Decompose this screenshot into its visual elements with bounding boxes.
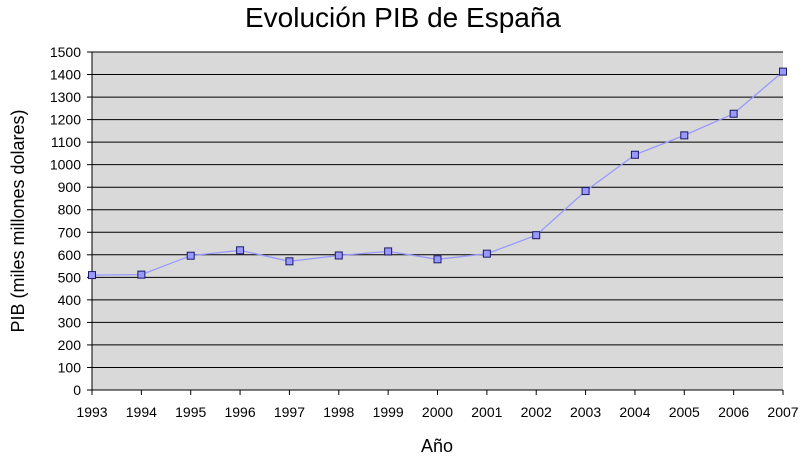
- y-tick-label: 1100: [51, 134, 81, 150]
- data-point-marker: [433, 255, 442, 264]
- x-tick-label: 2004: [619, 404, 650, 420]
- y-tick-label: 900: [58, 179, 82, 195]
- y-tick-label: 0: [73, 382, 81, 398]
- data-point-marker: [482, 249, 491, 258]
- x-tick-label: 1998: [323, 404, 354, 420]
- data-point-marker: [532, 231, 541, 240]
- x-tick-label: 1993: [76, 404, 107, 420]
- data-point-marker: [334, 251, 343, 260]
- x-tick-labels: 1993 1994 1995 1996 1997 1998 1999 2000 2001 2002…: [76, 404, 798, 420]
- x-tick-label: 1997: [274, 404, 305, 420]
- data-point-marker: [630, 150, 639, 159]
- chart-title: Evolución PIB de España: [245, 2, 561, 33]
- y-tick-label: 1500: [50, 44, 81, 60]
- data-point-marker: [236, 246, 245, 255]
- plot-area: [92, 52, 783, 390]
- y-tick-label: 600: [58, 247, 82, 263]
- data-point-marker: [779, 67, 787, 76]
- y-tick-label: 500: [58, 269, 82, 285]
- y-axis-label: PIB (miles millones dolares): [8, 109, 28, 332]
- x-tick-label: 2006: [718, 404, 749, 420]
- series-group: [88, 67, 787, 280]
- y-tick-label: 1000: [50, 157, 81, 173]
- x-axis-label: Año: [421, 436, 453, 456]
- y-tick-label: 1200: [50, 112, 81, 128]
- data-point-marker: [285, 257, 294, 266]
- y-tick-label: 100: [58, 359, 82, 375]
- x-tick-label: 2005: [669, 404, 700, 420]
- x-tick-label: 1995: [175, 404, 206, 420]
- x-tick-label: 2002: [521, 404, 552, 420]
- data-point-marker: [137, 270, 146, 279]
- data-point-marker: [729, 109, 738, 118]
- y-tick-label: 400: [58, 292, 82, 308]
- x-tick-label: 2003: [570, 404, 601, 420]
- data-point-marker: [581, 187, 590, 196]
- axes: [91, 52, 784, 395]
- y-tick-label: 1300: [50, 89, 81, 105]
- y-tick-label: 700: [58, 224, 82, 240]
- x-tick-label: 2000: [422, 404, 453, 420]
- y-tick-label: 800: [58, 202, 82, 218]
- y-tick-labels: 0 100 200 300 400 500 600 700 800 900 1000 1100 1200…: [50, 44, 81, 398]
- data-point-marker: [88, 271, 96, 280]
- data-point-marker: [384, 247, 393, 256]
- y-tick-label: 200: [58, 337, 82, 353]
- x-tick-label: 2007: [767, 404, 798, 420]
- y-tick-label: 1400: [50, 67, 81, 83]
- data-point-marker: [680, 131, 689, 140]
- data-point-marker: [186, 251, 195, 260]
- y-tick-label: 300: [58, 314, 82, 330]
- x-tick-label: 1994: [126, 404, 157, 420]
- x-tick-label: 2001: [471, 404, 502, 420]
- x-tick-label: 1999: [373, 404, 404, 420]
- x-tick-label: 1996: [224, 404, 255, 420]
